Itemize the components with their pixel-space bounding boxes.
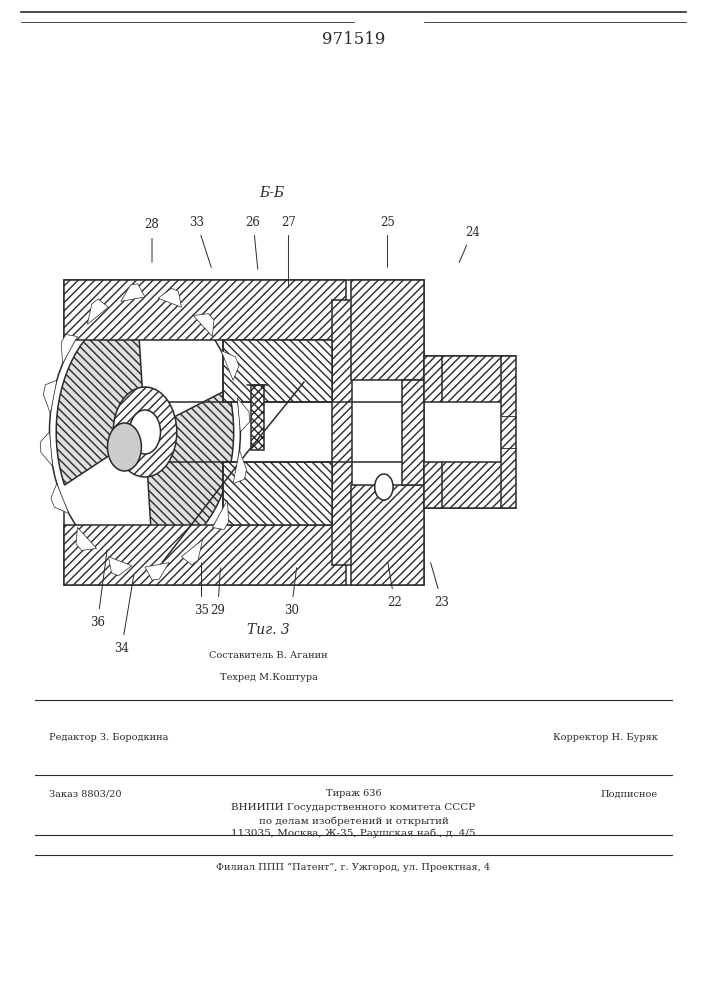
Text: 22: 22	[387, 563, 402, 608]
Polygon shape	[221, 351, 239, 380]
Polygon shape	[158, 288, 182, 307]
Text: 113035, Москва, Ж-35, Раушская наб., д. 4/5: 113035, Москва, Ж-35, Раушская наб., д. …	[231, 829, 476, 838]
Polygon shape	[332, 300, 352, 565]
Polygon shape	[88, 299, 108, 324]
Text: 36: 36	[90, 550, 107, 629]
Text: 25: 25	[380, 216, 395, 267]
Text: 971519: 971519	[322, 31, 385, 48]
Polygon shape	[51, 484, 69, 513]
Polygon shape	[351, 485, 424, 585]
Polygon shape	[351, 280, 424, 380]
Text: 24: 24	[460, 226, 480, 262]
Polygon shape	[424, 356, 502, 402]
Polygon shape	[57, 307, 145, 485]
Polygon shape	[193, 314, 214, 337]
Text: Филиал ППП “Патент”, г. Ужгород, ул. Проектная, 4: Филиал ППП “Патент”, г. Ужгород, ул. Про…	[216, 863, 491, 872]
Polygon shape	[251, 385, 264, 450]
Text: 28: 28	[145, 219, 159, 262]
Text: 27: 27	[281, 216, 296, 287]
Polygon shape	[76, 527, 97, 550]
Circle shape	[49, 297, 240, 567]
Text: 26: 26	[245, 216, 261, 269]
Text: Техред М.Коштура: Техред М.Коштура	[220, 673, 317, 682]
Text: 23: 23	[431, 563, 450, 608]
Text: Б-Б: Б-Б	[259, 186, 285, 200]
Text: 35: 35	[194, 563, 209, 616]
Polygon shape	[40, 432, 52, 466]
Polygon shape	[402, 380, 424, 485]
Polygon shape	[424, 462, 502, 508]
Circle shape	[113, 387, 177, 477]
Text: Редактор З. Бородкина: Редактор З. Бородкина	[49, 732, 169, 742]
Polygon shape	[64, 525, 346, 585]
Polygon shape	[145, 389, 233, 557]
Circle shape	[107, 423, 141, 471]
Polygon shape	[212, 500, 228, 530]
Polygon shape	[182, 540, 202, 565]
Text: Τиг. 3: Τиг. 3	[247, 623, 290, 637]
Text: Тираж 636: Тираж 636	[326, 790, 381, 798]
Polygon shape	[223, 462, 332, 525]
Bar	[64, 280, 424, 585]
Text: Корректор Н. Буряк: Корректор Н. Буряк	[553, 732, 658, 742]
Polygon shape	[238, 398, 250, 432]
Polygon shape	[145, 563, 169, 580]
Polygon shape	[64, 280, 346, 340]
Text: 33: 33	[189, 216, 211, 267]
Polygon shape	[501, 356, 516, 508]
Text: ВНИИПИ Государственного комитета СССР: ВНИИПИ Государственного комитета СССР	[231, 803, 476, 812]
Text: Подписное: Подписное	[600, 790, 658, 798]
Polygon shape	[233, 450, 247, 484]
Polygon shape	[62, 334, 78, 364]
Text: Заказ 8803/20: Заказ 8803/20	[49, 790, 122, 798]
Circle shape	[375, 474, 393, 500]
Polygon shape	[108, 557, 132, 576]
Text: 30: 30	[284, 568, 299, 616]
Circle shape	[129, 410, 160, 454]
Polygon shape	[43, 380, 57, 414]
Text: Составитель В. Аганин: Составитель В. Аганин	[209, 651, 328, 660]
Polygon shape	[223, 340, 332, 402]
Text: по делам изобретений и открытий: по делам изобретений и открытий	[259, 816, 448, 826]
Text: 34: 34	[114, 575, 134, 654]
Text: 29: 29	[210, 568, 226, 616]
Polygon shape	[121, 284, 145, 301]
